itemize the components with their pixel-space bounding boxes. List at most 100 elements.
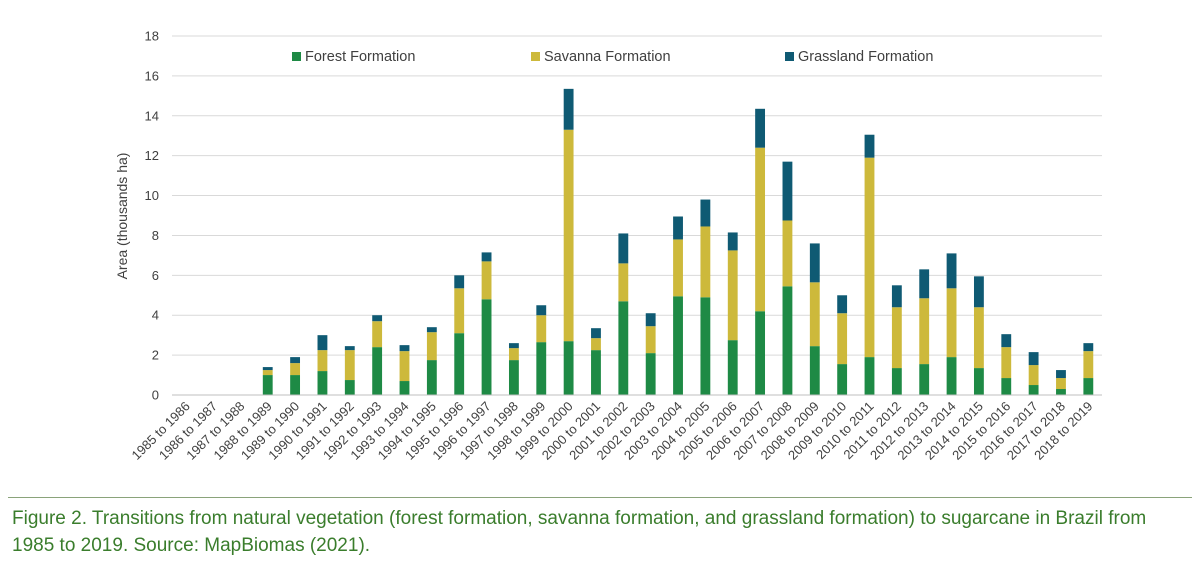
bar-segment-forest-formation [563, 341, 574, 395]
bar-segment-forest-formation [700, 297, 711, 395]
bar-segment-forest-formation [973, 368, 984, 395]
bar-segment-grassland-formation [454, 275, 465, 289]
y-tick-label: 8 [152, 228, 159, 243]
bar-segment-savanna-formation [481, 261, 492, 300]
bar-segment-grassland-formation [591, 328, 601, 339]
y-tick-label: 2 [152, 348, 159, 363]
bar-segment-forest-formation [481, 299, 492, 395]
bar-segment-savanna-formation [1001, 347, 1012, 379]
bar-segment-forest-formation [536, 342, 547, 395]
legend-swatch [531, 52, 540, 61]
bar-segment-grassland-formation [837, 295, 848, 314]
legend-label: Savanna Formation [544, 49, 671, 65]
bar-segment-forest-formation [919, 364, 930, 395]
bar-segment-forest-formation [290, 375, 301, 395]
bar-segment-savanna-formation [1056, 378, 1066, 390]
bar-segment-grassland-formation [481, 252, 492, 262]
bar-segment-grassland-formation [755, 108, 766, 148]
bar-segment-grassland-formation [782, 161, 793, 221]
bar-segment-grassland-formation [262, 367, 273, 371]
bar-segment-forest-formation [317, 371, 328, 395]
bar-segment-forest-formation [809, 346, 820, 395]
bar-segment-savanna-formation [973, 307, 984, 369]
bar-segment-savanna-formation [1028, 365, 1039, 386]
bar-segment-savanna-formation [563, 129, 574, 342]
bar-segment-savanna-formation [1083, 351, 1094, 379]
y-tick-label: 10 [145, 188, 159, 203]
bar-segment-grassland-formation [864, 134, 875, 158]
bar-segment-forest-formation [454, 333, 465, 395]
bar-segment-grassland-formation [673, 216, 683, 240]
bar-segment-grassland-formation [700, 199, 711, 227]
bar-segment-savanna-formation [454, 288, 465, 334]
bar-segment-grassland-formation [1083, 343, 1094, 352]
bar-segment-forest-formation [946, 357, 957, 395]
bar-segment-grassland-formation [508, 343, 519, 349]
bar-segment-grassland-formation [727, 232, 738, 251]
bar-segment-grassland-formation [426, 327, 437, 333]
bar-segment-grassland-formation [946, 253, 957, 289]
bar-segment-forest-formation [727, 340, 738, 395]
bar-segment-savanna-formation [372, 321, 383, 348]
bar-segment-forest-formation [645, 353, 656, 395]
bar-segment-grassland-formation [891, 285, 902, 308]
bar-segment-savanna-formation [290, 363, 301, 376]
bar-segment-grassland-formation [563, 88, 574, 130]
bar-segment-grassland-formation [536, 305, 547, 316]
bar-segment-forest-formation [344, 380, 355, 395]
bar-segment-savanna-formation [344, 350, 355, 381]
bar-segment-savanna-formation [508, 348, 519, 361]
y-tick-label: 12 [145, 148, 159, 163]
bar-segment-savanna-formation [399, 351, 410, 382]
bar-segment-forest-formation [618, 301, 629, 395]
y-tick-label: 6 [152, 268, 159, 283]
bar-segment-savanna-formation [700, 226, 711, 298]
bar-segment-forest-formation [1056, 389, 1066, 395]
bar-segment-forest-formation [864, 357, 875, 395]
legend-swatch [785, 52, 794, 61]
y-tick-label: 14 [145, 108, 159, 123]
legend: Forest Formation Savanna Formation Grassla… [292, 49, 933, 65]
bar-segment-savanna-formation [809, 282, 820, 347]
y-tick-label: 4 [152, 308, 159, 323]
bar-segment-grassland-formation [1001, 334, 1012, 348]
gridlines [172, 35, 1102, 356]
bar-segment-forest-formation [372, 347, 383, 395]
bar-segment-savanna-formation [426, 332, 437, 361]
y-axis-title: Area (thousands ha) [114, 153, 130, 280]
bar-segment-savanna-formation [673, 239, 683, 297]
bar-segment-grassland-formation [1028, 352, 1039, 366]
bar-segment-savanna-formation [782, 220, 793, 287]
bar-segment-grassland-formation [618, 233, 629, 264]
bar-segment-forest-formation [1028, 385, 1039, 395]
bar-segment-savanna-formation [536, 315, 547, 343]
legend-label: Grassland Formation [798, 49, 933, 65]
bar-segment-grassland-formation [372, 315, 383, 322]
caption-divider [8, 497, 1192, 498]
y-tick-label: 0 [152, 388, 159, 403]
bar-segment-forest-formation [837, 364, 848, 395]
y-tick-label: 18 [145, 29, 159, 44]
bar-segment-grassland-formation [290, 357, 301, 364]
legend-swatch [292, 52, 301, 61]
bar-segment-forest-formation [399, 381, 410, 395]
bar-segment-forest-formation [508, 360, 519, 395]
bar-segment-grassland-formation [809, 243, 820, 283]
bar-segment-forest-formation [591, 350, 601, 395]
bar-segment-grassland-formation [344, 346, 355, 351]
bar-segment-savanna-formation [591, 338, 601, 351]
bar-segment-savanna-formation [645, 326, 656, 354]
bar-segment-savanna-formation [618, 263, 629, 302]
bar-segment-forest-formation [426, 360, 437, 395]
bar-segment-grassland-formation [399, 345, 410, 352]
bar-segment-savanna-formation [946, 288, 957, 358]
legend-label: Forest Formation [305, 49, 415, 65]
y-tick-label: 16 [145, 68, 159, 83]
bar-segment-savanna-formation [317, 350, 328, 372]
bar-segment-forest-formation [1083, 378, 1094, 395]
bar-segment-savanna-formation [864, 157, 875, 358]
bar-segment-forest-formation [755, 311, 766, 395]
bar-segment-grassland-formation [645, 313, 656, 327]
bar-segment-forest-formation [1001, 378, 1012, 395]
